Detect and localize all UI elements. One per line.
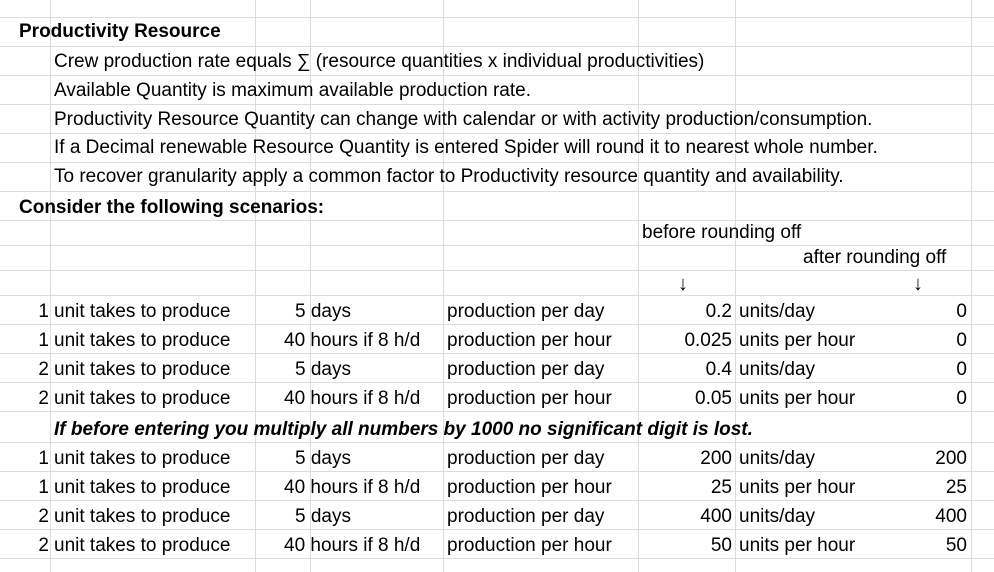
duration-cell: 40 hours if 8 h/d [284,535,421,556]
before-value-cell: 400 [700,506,732,527]
before-value-cell: 0.4 [705,359,732,380]
desc-cell: unit takes to produce [54,506,231,527]
desc-cell: unit takes to produce [54,301,231,322]
after-value-cell: 400 [935,506,967,527]
qty-cell: 2 [38,535,49,556]
production-cell: production per hour [447,477,612,498]
unit-cell: units/day [739,301,816,322]
before-value-cell: 0.2 [705,301,732,322]
desc-cell: unit takes to produce [54,388,231,409]
before-rounding-label: before rounding off [642,222,802,243]
qty-cell: 1 [38,477,49,498]
qty-cell: 1 [38,301,49,322]
qty-cell: 2 [38,359,49,380]
after-value-cell: 0 [956,388,967,409]
before-value-cell: 50 [710,535,732,556]
unit-cell: units/day [739,448,816,469]
production-cell: production per day [447,448,605,469]
duration-cell: 5 days [295,359,351,380]
before-value-cell: 0.025 [684,330,732,351]
production-cell: production per day [447,506,605,527]
desc-cell: unit takes to produce [54,359,231,380]
production-cell: production per hour [447,535,612,556]
duration-cell: 5 days [295,301,351,322]
after-value-cell: 0 [956,359,967,380]
after-value-cell: 25 [945,477,967,498]
before-value-cell: 200 [700,448,732,469]
unit-cell: units per hour [739,477,856,498]
sheet-title: Productivity Resource [19,21,221,42]
duration-cell: 40 hours if 8 h/d [284,477,421,498]
production-cell: production per day [447,359,605,380]
after-value-cell: 200 [935,448,967,469]
note-granularity: To recover granularity apply a common fa… [54,166,844,187]
multiply-note: If before entering you multiply all numb… [54,419,753,440]
after-rounding-label: after rounding off [803,247,947,268]
note-crew-rate: Crew production rate equals ∑ (resource … [54,51,705,72]
note-available-quantity: Available Quantity is maximum available … [54,80,531,101]
qty-cell: 1 [38,330,49,351]
after-value-cell: 50 [945,535,967,556]
down-arrow-icon: ↓ [678,273,688,295]
desc-cell: unit takes to produce [54,477,231,498]
desc-cell: unit takes to produce [54,535,231,556]
duration-cell: 5 days [295,506,351,527]
duration-cell: 5 days [295,448,351,469]
before-value-cell: 25 [710,477,732,498]
note-quantity-change: Productivity Resource Quantity can chang… [54,109,873,130]
unit-cell: units/day [739,359,816,380]
duration-cell: 40 hours if 8 h/d [284,388,421,409]
desc-cell: unit takes to produce [54,448,231,469]
unit-cell: units per hour [739,388,856,409]
before-value-cell: 0.05 [695,388,732,409]
unit-cell: units per hour [739,535,856,556]
qty-cell: 2 [38,506,49,527]
scenarios-heading: Consider the following scenarios: [19,197,325,218]
note-rounding: If a Decimal renewable Resource Quantity… [54,137,878,158]
after-value-cell: 0 [956,301,967,322]
unit-cell: units per hour [739,330,856,351]
after-value-cell: 0 [956,330,967,351]
qty-cell: 1 [38,448,49,469]
production-cell: production per day [447,301,605,322]
duration-cell: 40 hours if 8 h/d [284,330,421,351]
unit-cell: units/day [739,506,816,527]
desc-cell: unit takes to produce [54,330,231,351]
qty-cell: 2 [38,388,49,409]
production-cell: production per hour [447,330,612,351]
down-arrow-icon: ↓ [913,273,923,295]
production-cell: production per hour [447,388,612,409]
